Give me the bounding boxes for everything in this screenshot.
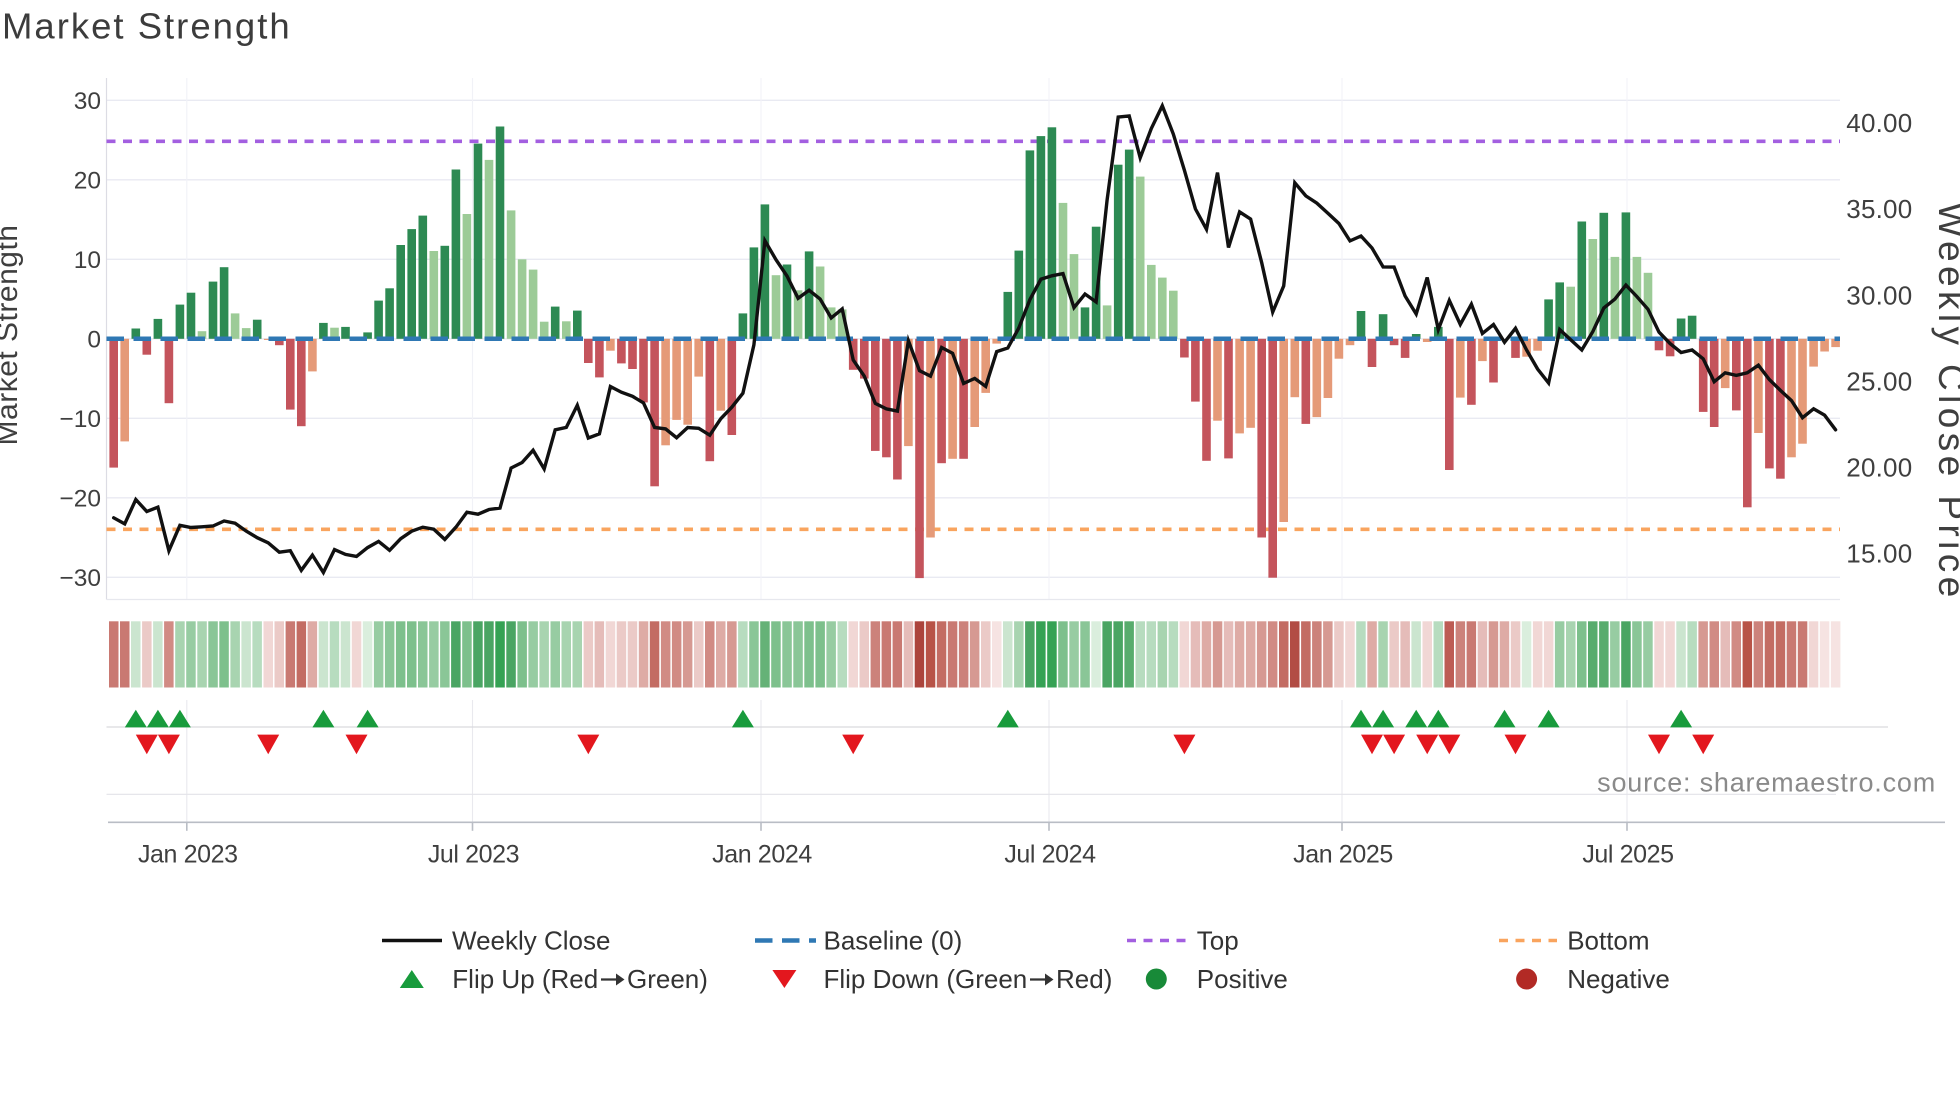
svg-text:30: 30 — [74, 88, 101, 115]
svg-text:35.00: 35.00 — [1846, 194, 1912, 224]
svg-text:Red): Red) — [1056, 964, 1112, 994]
svg-text:Flip Down (Green: Flip Down (Green — [824, 964, 1028, 994]
svg-text:−30: −30 — [59, 565, 101, 592]
svg-text:Weekly Close: Weekly Close — [452, 926, 610, 956]
svg-text:Baseline (0): Baseline (0) — [824, 926, 963, 956]
svg-text:Bottom: Bottom — [1567, 926, 1649, 956]
svg-text:20: 20 — [74, 168, 101, 195]
svg-text:10: 10 — [74, 247, 101, 274]
svg-text:Market Strength: Market Strength — [2, 6, 292, 47]
svg-text:Market Strength: Market Strength — [0, 225, 24, 446]
svg-text:source: sharemaestro.com: source: sharemaestro.com — [1597, 768, 1936, 798]
svg-text:40.00: 40.00 — [1846, 108, 1912, 138]
svg-text:30.00: 30.00 — [1846, 280, 1912, 310]
svg-text:Green): Green) — [627, 964, 708, 994]
svg-text:Top: Top — [1197, 926, 1239, 956]
svg-text:Jul 2024: Jul 2024 — [1004, 841, 1096, 869]
svg-text:Negative: Negative — [1567, 964, 1670, 994]
svg-text:25.00: 25.00 — [1846, 366, 1912, 396]
svg-text:Jan 2023: Jan 2023 — [138, 841, 238, 869]
svg-text:Jan 2024: Jan 2024 — [712, 841, 812, 869]
svg-text:15.00: 15.00 — [1846, 539, 1912, 569]
svg-text:Flip Up (Red: Flip Up (Red — [452, 964, 598, 994]
svg-text:0: 0 — [87, 327, 101, 354]
svg-text:Jan 2025: Jan 2025 — [1293, 841, 1393, 869]
svg-text:20.00: 20.00 — [1846, 452, 1912, 482]
svg-text:−20: −20 — [59, 486, 101, 513]
svg-text:Jul 2025: Jul 2025 — [1582, 841, 1673, 869]
svg-text:Weekly Close Price: Weekly Close Price — [1931, 202, 1960, 601]
svg-text:Jul 2023: Jul 2023 — [428, 841, 519, 869]
svg-text:−10: −10 — [59, 406, 101, 433]
svg-text:Positive: Positive — [1197, 964, 1288, 994]
